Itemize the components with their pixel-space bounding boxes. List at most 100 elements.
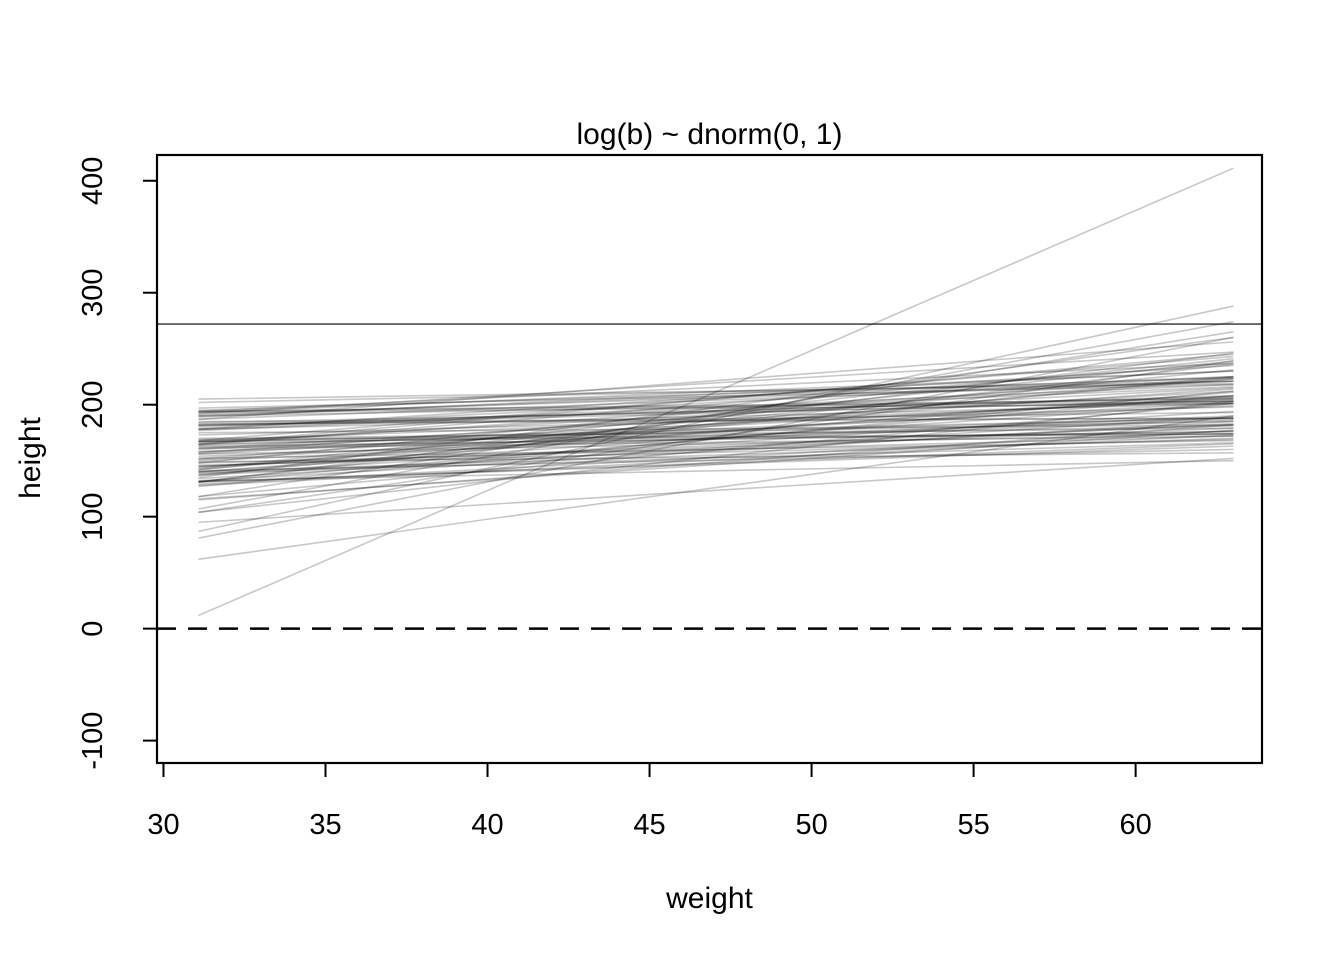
x-tick-label: 55 xyxy=(957,809,989,841)
sim-line xyxy=(198,370,1234,418)
y-tick-label: 200 xyxy=(77,380,109,428)
sim-line xyxy=(198,382,1234,400)
sim-lines-group xyxy=(198,167,1234,616)
plot-box xyxy=(155,153,1264,765)
sim-line xyxy=(198,424,1234,434)
sim-line xyxy=(198,305,1234,533)
sim-line xyxy=(198,390,1234,488)
sim-line xyxy=(198,380,1234,404)
sim-line xyxy=(198,380,1234,421)
sim-line xyxy=(198,364,1234,431)
sim-line xyxy=(198,167,1234,616)
sim-line xyxy=(198,417,1234,443)
sim-line xyxy=(198,396,1234,426)
sim-line xyxy=(198,437,1234,473)
x-tick-label: 45 xyxy=(633,809,665,841)
sim-line xyxy=(198,402,1234,431)
sim-line xyxy=(198,397,1234,417)
sim-line xyxy=(198,415,1234,561)
sim-line xyxy=(198,390,1234,450)
sim-line xyxy=(198,433,1234,441)
sim-line xyxy=(198,424,1234,501)
chart-title: log(b) ~ dnorm(0, 1) xyxy=(576,118,843,151)
sim-line xyxy=(198,402,1234,473)
sim-line xyxy=(198,406,1234,436)
sim-line xyxy=(198,377,1234,412)
y-tick-label: 400 xyxy=(77,157,109,205)
sim-line xyxy=(198,331,1234,498)
sim-line xyxy=(198,420,1234,443)
sim-line xyxy=(198,430,1234,447)
sim-line xyxy=(198,402,1234,414)
y-tick-label: -100 xyxy=(77,712,109,770)
sim-line xyxy=(198,336,1234,539)
sim-line xyxy=(198,385,1234,432)
sim-line xyxy=(198,424,1234,468)
sim-line xyxy=(198,420,1234,482)
reference-lines-group xyxy=(157,323,1262,630)
axes-group: 30 35 40 45 50 55 60 -100 0 100 200 300 400 xyxy=(77,153,1264,841)
sim-line xyxy=(198,383,1234,431)
sim-line xyxy=(198,430,1234,449)
sim-line xyxy=(198,357,1234,464)
sim-line xyxy=(198,439,1234,460)
sim-line xyxy=(198,411,1234,426)
sim-line xyxy=(198,427,1234,440)
sim-line xyxy=(198,418,1234,453)
sim-line xyxy=(198,443,1234,483)
sim-line xyxy=(198,388,1234,460)
sim-line xyxy=(198,391,1234,473)
sim-line xyxy=(198,445,1234,483)
sim-line xyxy=(198,398,1234,413)
sim-line xyxy=(198,400,1234,413)
sim-line xyxy=(198,375,1234,477)
sim-line xyxy=(198,429,1234,500)
sim-line xyxy=(198,402,1234,498)
sim-line xyxy=(198,405,1234,453)
sim-line xyxy=(198,375,1234,417)
sim-line xyxy=(198,448,1234,472)
sim-line xyxy=(198,397,1234,455)
sim-line xyxy=(198,438,1234,466)
y-tick-label: 300 xyxy=(77,269,109,317)
sim-line xyxy=(198,394,1234,483)
sim-line xyxy=(198,398,1234,451)
sim-line xyxy=(198,369,1234,471)
sim-line xyxy=(198,378,1234,471)
sim-line xyxy=(198,353,1234,445)
sim-line xyxy=(198,378,1234,454)
sim-line xyxy=(198,362,1234,446)
sim-line xyxy=(198,363,1234,483)
sim-line xyxy=(198,417,1234,425)
sim-line xyxy=(198,360,1234,513)
sim-line xyxy=(198,377,1234,445)
sim-line xyxy=(198,400,1234,442)
sim-line xyxy=(198,401,1234,461)
sim-line xyxy=(198,435,1234,464)
sim-line xyxy=(198,399,1234,427)
sim-line xyxy=(198,422,1234,477)
x-axis-label: weight xyxy=(666,882,753,915)
sim-line xyxy=(198,433,1234,455)
sim-line xyxy=(198,400,1234,424)
sim-line xyxy=(198,360,1234,470)
sim-line xyxy=(198,452,1234,463)
sim-line xyxy=(198,383,1234,409)
sim-line xyxy=(198,441,1234,474)
x-tick-label: 60 xyxy=(1119,809,1151,841)
sim-line xyxy=(198,387,1234,443)
sim-line xyxy=(198,394,1234,469)
x-tick-label: 40 xyxy=(471,809,503,841)
sim-line xyxy=(198,394,1234,427)
sim-line xyxy=(198,429,1234,485)
x-tick-label: 35 xyxy=(309,809,341,841)
sim-line xyxy=(198,434,1234,487)
sim-line xyxy=(198,417,1234,446)
sim-line xyxy=(198,362,1234,413)
sim-line xyxy=(198,433,1234,443)
sim-line xyxy=(198,355,1234,442)
x-tick-label: 50 xyxy=(795,809,827,841)
sim-line xyxy=(198,375,1234,430)
